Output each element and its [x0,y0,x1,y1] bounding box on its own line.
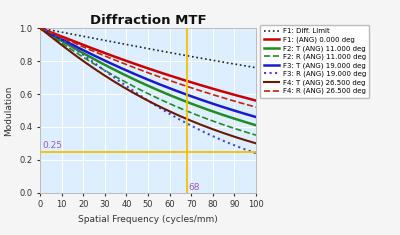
Legend: F1: Diff. Limit, F1: (ANG) 0.000 deg, F2: T (ANG) 11.000 deg, F2: R (ANG) 11.000: F1: Diff. Limit, F1: (ANG) 0.000 deg, F2… [260,25,369,98]
Title: Diffraction MTF: Diffraction MTF [90,14,206,27]
Text: 0.25: 0.25 [42,141,62,150]
X-axis label: Spatial Frequency (cycles/mm): Spatial Frequency (cycles/mm) [78,215,218,224]
Y-axis label: Modulation: Modulation [4,85,14,136]
Text: 68: 68 [189,183,200,192]
